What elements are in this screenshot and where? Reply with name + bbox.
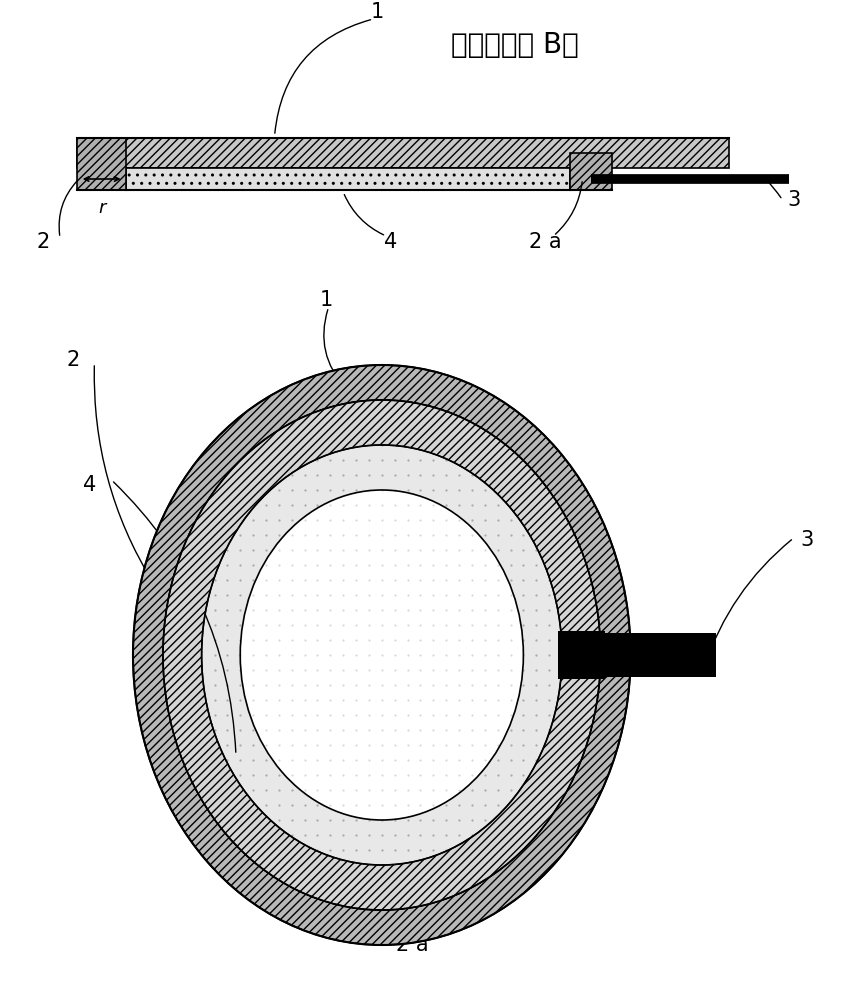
Bar <box>126 168 570 190</box>
Text: 2: 2 <box>66 350 80 370</box>
Wedge shape <box>133 365 631 945</box>
Wedge shape <box>163 400 601 910</box>
Text: 1: 1 <box>371 2 384 22</box>
Bar <box>77 138 126 190</box>
Text: r: r <box>98 199 106 217</box>
Text: （支撑部件 B）: （支撑部件 B） <box>451 31 578 59</box>
Bar <box>126 168 570 190</box>
Bar <box>77 138 729 168</box>
Text: 1: 1 <box>319 290 333 310</box>
Text: 2: 2 <box>36 232 50 252</box>
Bar <box>570 153 612 190</box>
Bar <box>126 168 570 190</box>
Text: 3: 3 <box>800 530 813 550</box>
Text: 2 a: 2 a <box>529 232 561 252</box>
Circle shape <box>202 445 562 865</box>
Text: 4: 4 <box>384 232 397 252</box>
Bar <box>596 633 716 677</box>
Text: 4: 4 <box>83 475 97 495</box>
Text: 3: 3 <box>787 190 801 210</box>
Text: 2 a: 2 a <box>396 935 428 955</box>
Circle shape <box>240 490 523 820</box>
Bar <box>558 631 605 679</box>
